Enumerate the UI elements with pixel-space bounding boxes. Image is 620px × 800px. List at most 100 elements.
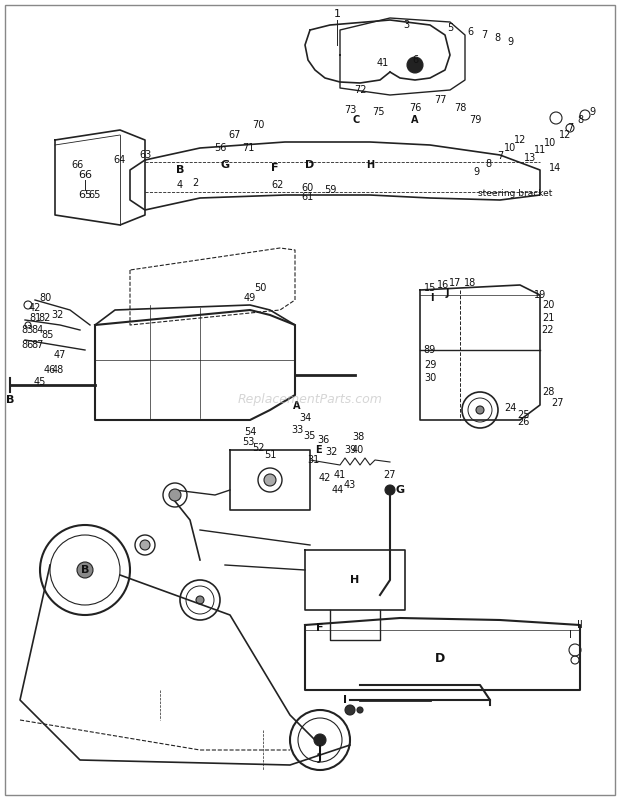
Text: 71: 71 <box>242 143 254 153</box>
Circle shape <box>385 485 395 495</box>
Text: 24: 24 <box>504 403 516 413</box>
Text: H: H <box>350 575 360 585</box>
Circle shape <box>169 489 181 501</box>
Text: 10: 10 <box>544 138 556 148</box>
Text: 10: 10 <box>504 143 516 153</box>
Text: 36: 36 <box>317 435 329 445</box>
Text: B: B <box>81 565 89 575</box>
Text: 8: 8 <box>494 33 500 43</box>
Text: 51: 51 <box>264 450 276 460</box>
Text: 17: 17 <box>449 278 461 288</box>
Text: 9: 9 <box>589 107 595 117</box>
Text: 31: 31 <box>307 455 319 465</box>
Text: 41: 41 <box>334 470 346 480</box>
Text: 86: 86 <box>22 340 34 350</box>
Text: 84: 84 <box>32 325 44 335</box>
Text: 40: 40 <box>352 445 364 455</box>
Text: B: B <box>6 395 14 405</box>
Text: 46: 46 <box>44 365 56 375</box>
Circle shape <box>357 707 363 713</box>
Text: 2: 2 <box>192 178 198 188</box>
Text: 72: 72 <box>354 85 366 95</box>
Text: 6: 6 <box>412 55 418 65</box>
Text: I: I <box>430 293 434 303</box>
Text: 59: 59 <box>324 185 336 195</box>
Text: I: I <box>569 630 572 640</box>
Text: A: A <box>411 115 418 125</box>
Text: 5: 5 <box>447 23 453 33</box>
Text: 8: 8 <box>577 115 583 125</box>
Circle shape <box>476 406 484 414</box>
Text: 18: 18 <box>464 278 476 288</box>
Text: 9: 9 <box>473 167 479 177</box>
Text: J: J <box>318 753 322 763</box>
Text: 56: 56 <box>214 143 226 153</box>
Text: 8: 8 <box>485 159 491 169</box>
Text: 12: 12 <box>559 130 571 140</box>
Text: 65: 65 <box>89 190 101 200</box>
Text: 7: 7 <box>497 151 503 161</box>
Text: 7: 7 <box>481 30 487 40</box>
Text: 27: 27 <box>552 398 564 408</box>
Text: 39: 39 <box>344 445 356 455</box>
Text: 4: 4 <box>177 180 183 190</box>
Text: 83: 83 <box>22 325 34 335</box>
Text: 6: 6 <box>467 27 473 37</box>
Text: 12: 12 <box>514 135 526 145</box>
Text: I: I <box>343 695 347 705</box>
Text: 42: 42 <box>29 303 41 313</box>
Text: B: B <box>176 165 184 175</box>
Text: 34: 34 <box>299 413 311 423</box>
Text: 11: 11 <box>534 145 546 155</box>
Text: 44: 44 <box>332 485 344 495</box>
Text: J: J <box>445 288 449 298</box>
Text: 26: 26 <box>517 417 529 427</box>
Text: 1: 1 <box>334 9 340 19</box>
Circle shape <box>140 540 150 550</box>
Circle shape <box>77 562 93 578</box>
Text: 35: 35 <box>304 431 316 441</box>
Text: 20: 20 <box>542 300 554 310</box>
Text: 76: 76 <box>409 103 421 113</box>
Text: 22: 22 <box>542 325 554 335</box>
Text: 60: 60 <box>302 183 314 193</box>
Text: D: D <box>306 160 314 170</box>
Text: 42: 42 <box>319 473 331 483</box>
Text: H: H <box>366 160 374 170</box>
Text: G: G <box>396 485 405 495</box>
Text: 14: 14 <box>549 163 561 173</box>
Text: 73: 73 <box>344 105 356 115</box>
Circle shape <box>314 734 326 746</box>
Text: 19: 19 <box>534 290 546 300</box>
Text: C: C <box>352 115 360 125</box>
Text: 75: 75 <box>372 107 384 117</box>
Text: steering bracket: steering bracket <box>478 189 552 198</box>
Text: 79: 79 <box>469 115 481 125</box>
Text: 78: 78 <box>454 103 466 113</box>
Text: F: F <box>272 163 279 173</box>
Text: 38: 38 <box>352 432 364 442</box>
Text: 87: 87 <box>32 340 44 350</box>
Text: 47: 47 <box>54 350 66 360</box>
Text: II: II <box>577 620 583 630</box>
Text: J: J <box>318 745 322 755</box>
Text: E: E <box>315 445 321 455</box>
Text: 62: 62 <box>272 180 284 190</box>
Circle shape <box>407 57 423 73</box>
Text: 61: 61 <box>302 192 314 202</box>
Circle shape <box>345 705 355 715</box>
Text: 13: 13 <box>524 153 536 163</box>
Text: 3: 3 <box>403 20 409 30</box>
Circle shape <box>196 596 204 604</box>
Text: 65: 65 <box>78 190 92 200</box>
Text: 7: 7 <box>567 123 573 133</box>
Text: 50: 50 <box>254 283 266 293</box>
Text: 29: 29 <box>424 360 436 370</box>
Text: G: G <box>221 160 229 170</box>
Text: 28: 28 <box>542 387 554 397</box>
Text: 67: 67 <box>229 130 241 140</box>
Text: 45: 45 <box>34 377 46 387</box>
Text: 66: 66 <box>78 170 92 180</box>
Text: 33: 33 <box>291 425 303 435</box>
Text: 9: 9 <box>507 37 513 47</box>
